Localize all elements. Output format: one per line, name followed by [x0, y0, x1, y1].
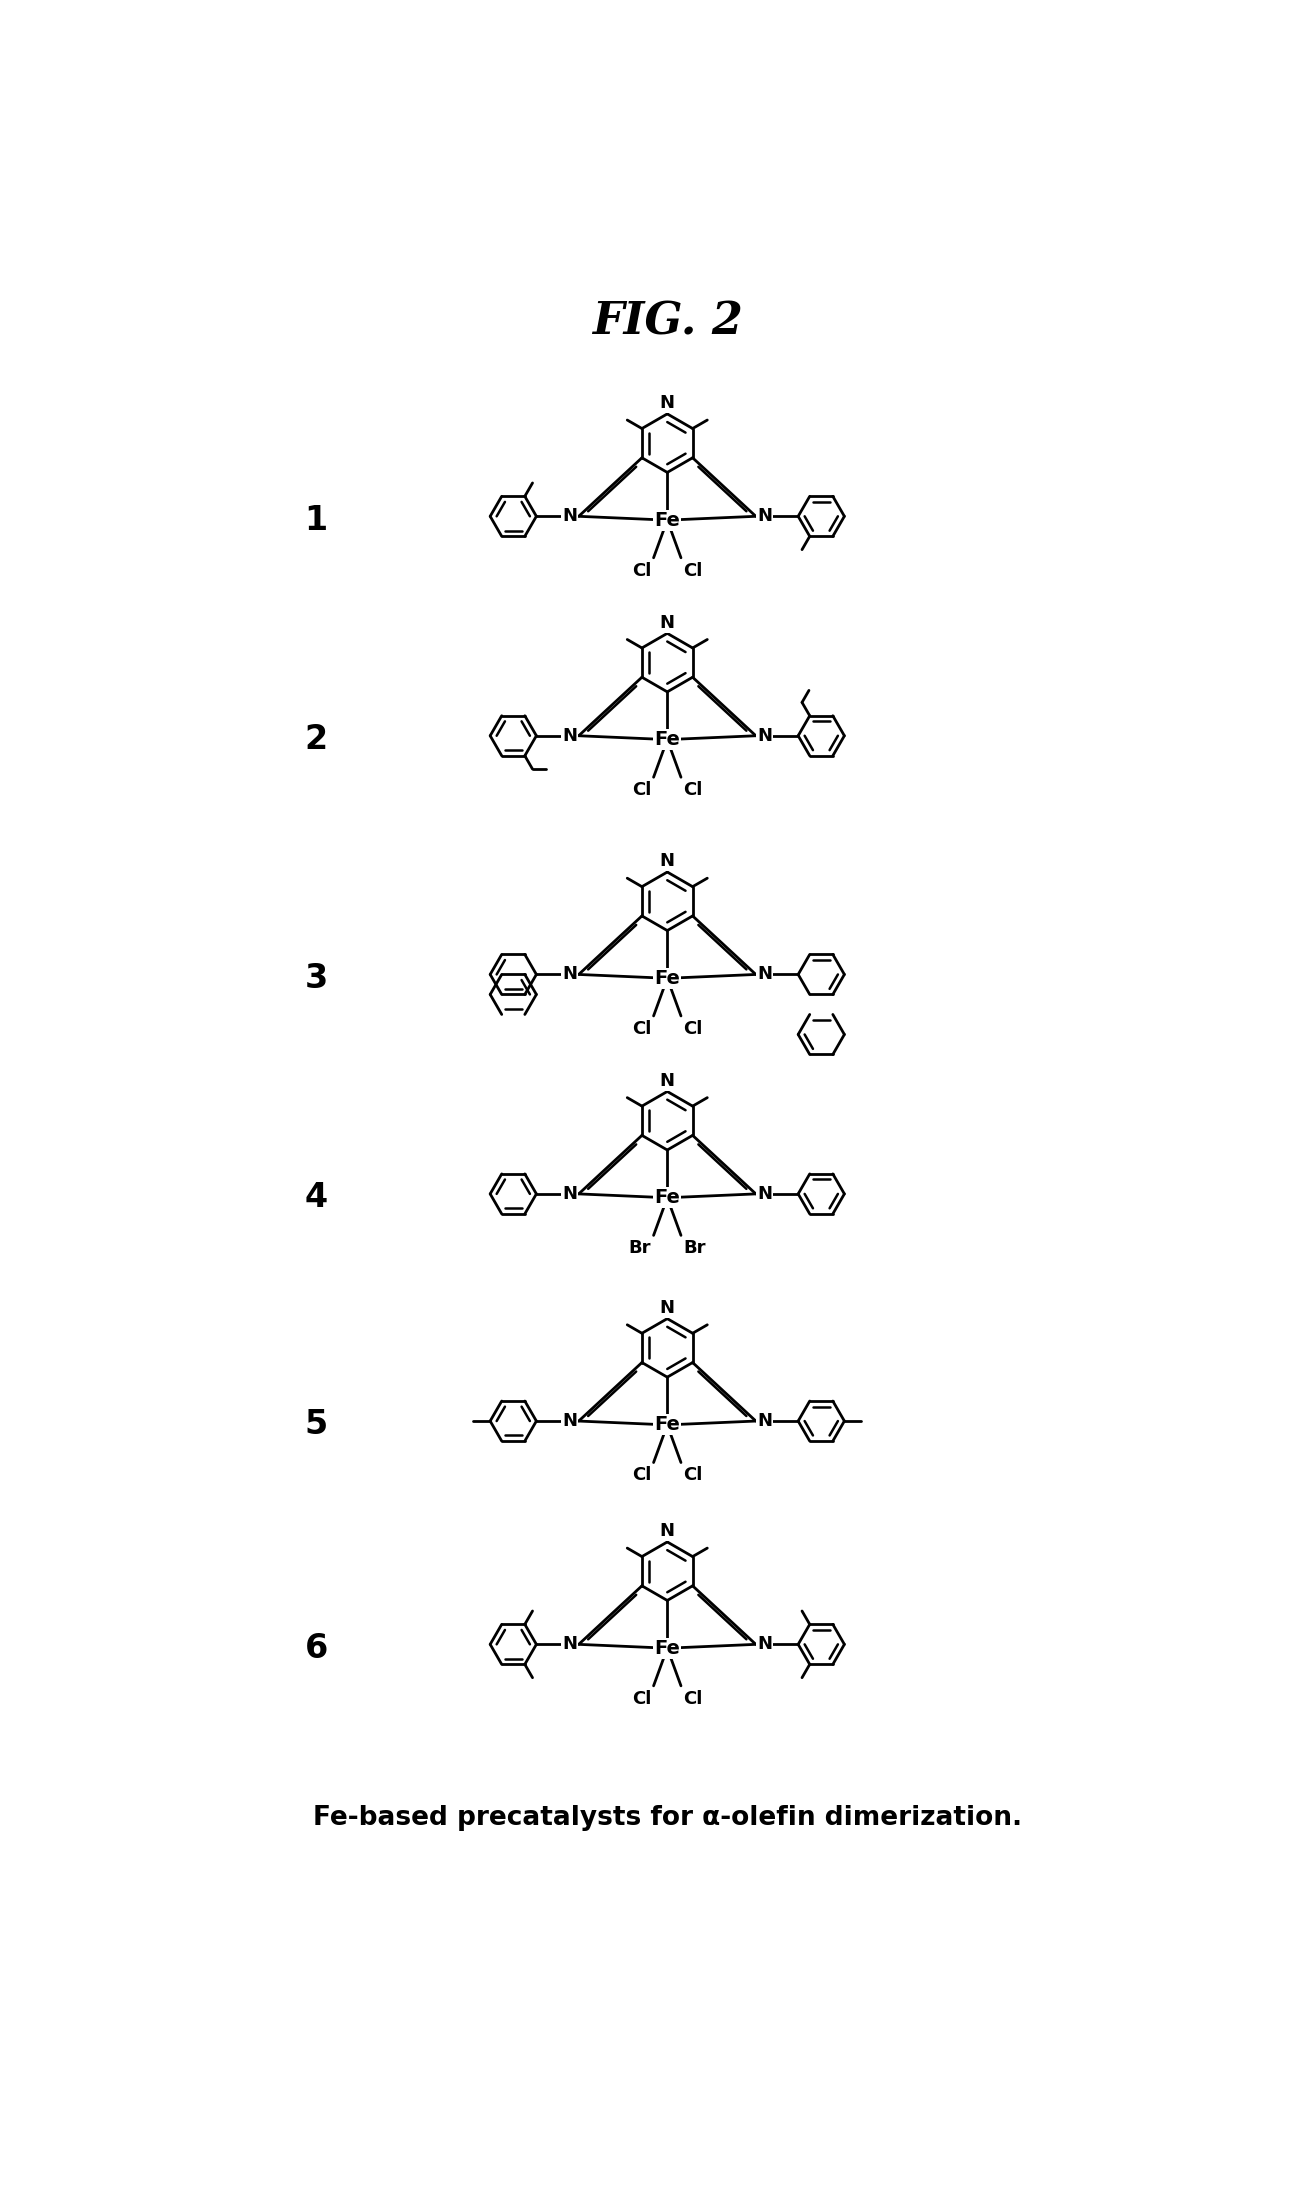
Text: Br: Br [684, 1239, 706, 1256]
Text: Cl: Cl [684, 562, 703, 579]
Text: 3: 3 [305, 961, 328, 994]
Text: Cl: Cl [631, 780, 651, 800]
Text: N: N [758, 1184, 772, 1204]
Text: N: N [562, 1412, 577, 1429]
Text: Cl: Cl [631, 1466, 651, 1484]
Text: Fe: Fe [655, 1639, 680, 1658]
Text: Cl: Cl [631, 1689, 651, 1709]
Text: Cl: Cl [684, 1466, 703, 1484]
Text: Fe: Fe [655, 1189, 680, 1208]
Text: N: N [758, 1412, 772, 1429]
Text: N: N [660, 1073, 674, 1090]
Text: Cl: Cl [684, 1020, 703, 1038]
Text: Fe: Fe [655, 511, 680, 529]
Text: Cl: Cl [631, 562, 651, 579]
Text: N: N [660, 1300, 674, 1318]
Text: N: N [562, 1634, 577, 1654]
Text: Fe-based precatalysts for α-olefin dimerization.: Fe-based precatalysts for α-olefin dimer… [312, 1805, 1022, 1831]
Text: N: N [562, 728, 577, 745]
Text: N: N [562, 966, 577, 983]
Text: N: N [758, 507, 772, 524]
Text: N: N [562, 507, 577, 524]
Text: Fe: Fe [655, 968, 680, 988]
Text: N: N [660, 393, 674, 413]
Text: 1: 1 [305, 505, 328, 538]
Text: 6: 6 [305, 1632, 328, 1665]
Text: N: N [758, 1634, 772, 1654]
Text: N: N [562, 1184, 577, 1204]
Text: Cl: Cl [684, 1689, 703, 1709]
Text: N: N [758, 966, 772, 983]
Text: N: N [660, 1523, 674, 1540]
Text: Fe: Fe [655, 730, 680, 749]
Text: Cl: Cl [684, 780, 703, 800]
Text: 4: 4 [305, 1182, 328, 1215]
Text: Br: Br [629, 1239, 651, 1256]
Text: FIG. 2: FIG. 2 [592, 302, 742, 343]
Text: 5: 5 [305, 1409, 328, 1442]
Text: N: N [660, 614, 674, 631]
Text: Fe: Fe [655, 1416, 680, 1433]
Text: N: N [660, 852, 674, 870]
Text: Cl: Cl [631, 1020, 651, 1038]
Text: N: N [758, 728, 772, 745]
Text: 2: 2 [305, 723, 328, 756]
